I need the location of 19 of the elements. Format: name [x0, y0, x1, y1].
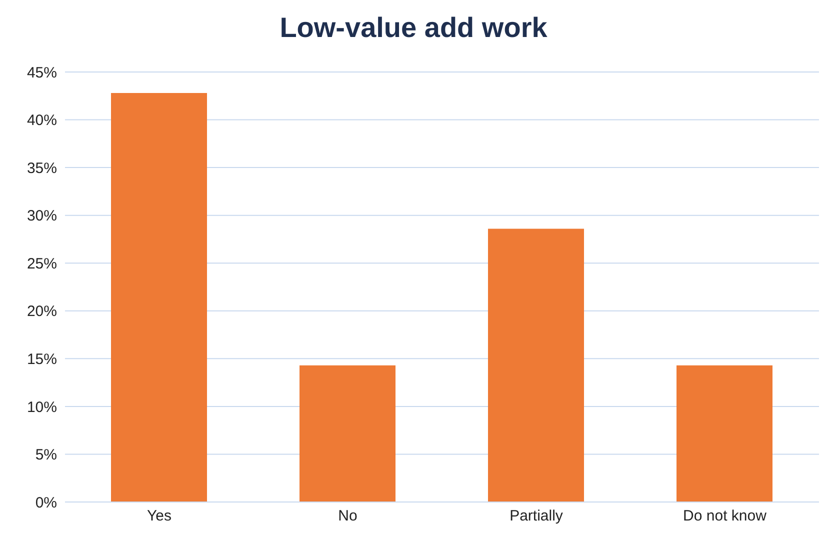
y-tick-label: 15%: [26, 350, 57, 368]
x-tick-label: Partially: [510, 508, 564, 525]
y-tick-label: 40%: [26, 112, 57, 130]
y-tick-label: 35%: [26, 160, 57, 177]
chart-title: Low-value add work: [278, 11, 548, 45]
y-tick-label: 20%: [26, 303, 57, 320]
bar: [676, 365, 772, 502]
y-tick-label: 5%: [35, 446, 57, 464]
bar: [300, 365, 396, 502]
y-tick-label: 25%: [26, 255, 57, 272]
bar: [111, 93, 207, 502]
y-tick-label: 10%: [26, 398, 57, 416]
x-tick-label: Do not know: [683, 508, 767, 525]
x-tick-label: No: [338, 508, 358, 525]
bar: [488, 228, 584, 502]
y-tick-label: 0%: [35, 494, 57, 512]
x-tick-label: Yes: [147, 508, 172, 525]
y-tick-label: 30%: [26, 208, 57, 225]
y-tick-label: 45%: [26, 64, 57, 82]
